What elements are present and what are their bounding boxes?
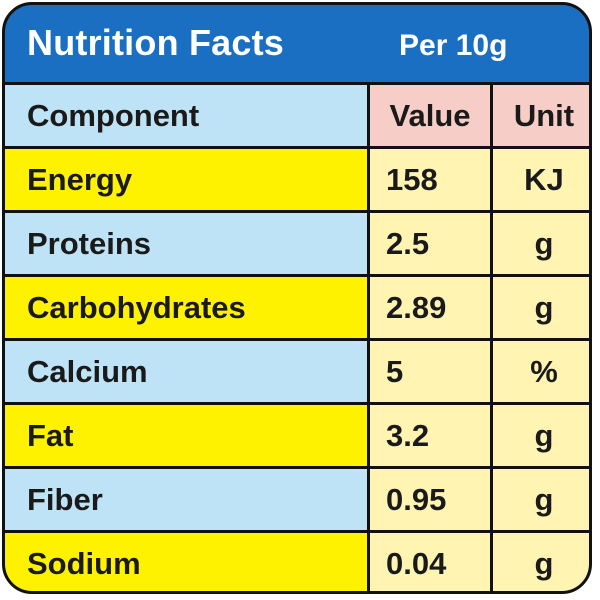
header-bar: Nutrition Facts Per 10g (5, 5, 589, 85)
nutrition-facts-title: Nutrition Facts (27, 22, 285, 63)
column-header-value: Value (370, 85, 490, 146)
column-header-unit: Unit (493, 85, 589, 146)
row-fat-component: Fat (5, 405, 367, 466)
row-fiber-unit: g (493, 469, 589, 530)
row-fat-unit: g (493, 405, 589, 466)
row-calcium-unit: % (493, 341, 589, 402)
row-energy-component: Energy (5, 149, 367, 210)
row-proteins-unit: g (493, 213, 589, 274)
nutrition-facts-card: Nutrition Facts Per 10g Component Value … (2, 2, 592, 594)
row-proteins-value: 2.5 (370, 213, 490, 274)
row-sodium-unit: g (493, 533, 589, 591)
nutrition-table: Component Value Unit Energy 158 KJ Prote… (5, 85, 589, 591)
row-calcium-value: 5 (370, 341, 490, 402)
column-header-component: Component (5, 85, 367, 146)
row-carbohydrates-value: 2.89 (370, 277, 490, 338)
row-fiber-value: 0.95 (370, 469, 490, 530)
row-sodium-component: Sodium (5, 533, 367, 591)
row-carbohydrates-unit: g (493, 277, 589, 338)
row-fat-value: 3.2 (370, 405, 490, 466)
row-calcium-component: Calcium (5, 341, 367, 402)
row-proteins-component: Proteins (5, 213, 367, 274)
row-fiber-component: Fiber (5, 469, 367, 530)
row-sodium-value: 0.04 (370, 533, 490, 591)
serving-size-label: Per 10g (399, 29, 508, 62)
row-carbohydrates-component: Carbohydrates (5, 277, 367, 338)
row-energy-value: 158 (370, 149, 490, 210)
row-energy-unit: KJ (493, 149, 589, 210)
